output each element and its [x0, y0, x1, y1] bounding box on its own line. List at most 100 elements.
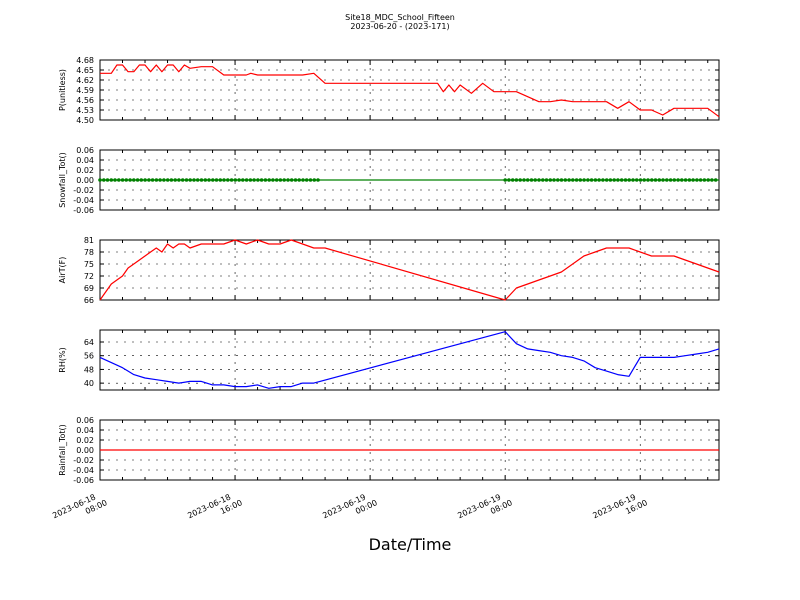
data-point: [173, 178, 177, 182]
data-point: [541, 178, 545, 182]
x-tick-label: 2023-06-1900:00: [321, 489, 378, 529]
data-point: [706, 178, 710, 182]
data-point: [274, 178, 279, 182]
data-point: [619, 178, 624, 182]
data-point: [199, 178, 204, 182]
data-point: [195, 178, 200, 182]
data-point: [713, 178, 718, 182]
data-point: [522, 178, 526, 182]
data-point: [601, 178, 605, 182]
data-point: [582, 178, 586, 182]
data-point: [698, 178, 703, 182]
data-point: [548, 178, 553, 182]
data-point: [604, 178, 609, 182]
panel-5: 0.060.040.020.00-0.02-0.04-0.06 Rainfall_…: [58, 416, 720, 485]
figure-subtitle: 2023-06-20 - (2023-171): [350, 22, 449, 31]
data-point: [312, 178, 317, 182]
panel-1: 4.684.654.624.594.564.534.50 P(unitless): [58, 56, 720, 125]
data-point: [589, 178, 594, 182]
data-point: [559, 178, 564, 182]
data-point: [154, 178, 159, 182]
data-point: [593, 178, 598, 182]
data-point: [672, 178, 677, 182]
data-point: [203, 178, 208, 182]
data-point: [518, 178, 522, 182]
y-tick-label: -0.06: [73, 476, 94, 485]
y-tick-label: 4.53: [76, 106, 94, 115]
data-point: [218, 178, 223, 182]
data-point: [552, 178, 556, 182]
data-point: [150, 178, 155, 182]
data-point: [211, 178, 215, 182]
y-tick-label: -0.04: [73, 196, 94, 205]
y-tick-label: 4.50: [76, 116, 94, 125]
y-tick-label: 81: [84, 236, 94, 245]
data-point: [184, 178, 189, 182]
y-axis-label: Snowfall_Tot(): [58, 152, 67, 208]
y-tick-label: 0.06: [76, 416, 94, 425]
data-point: [180, 178, 185, 182]
data-point: [252, 178, 256, 182]
data-point: [241, 178, 245, 182]
data-point: [631, 178, 635, 182]
y-tick-label: -0.06: [73, 206, 94, 215]
data-point: [188, 178, 192, 182]
data-point: [529, 178, 534, 182]
data-point: [510, 178, 515, 182]
data-point: [147, 178, 151, 182]
data-point: [653, 178, 658, 182]
y-tick-label: 75: [84, 260, 94, 269]
panel-3: 81 78 75 72 69 66 AirT(F): [58, 236, 720, 305]
data-point: [222, 178, 226, 182]
data-point: [135, 178, 140, 182]
x-tick-label: 2023-06-1816:00: [186, 489, 243, 529]
data-point: [578, 178, 583, 182]
series-line-1-1: [100, 64, 720, 118]
y-tick-label: 0.02: [76, 166, 94, 175]
data-point: [563, 178, 568, 182]
plot-frame: [99, 239, 720, 301]
data-point: [316, 178, 320, 182]
data-point: [695, 178, 699, 182]
data-point: [113, 178, 117, 182]
data-point: [259, 178, 264, 182]
data-point: [289, 178, 294, 182]
panels: 4.684.654.624.594.564.534.50 P(unitless) 0…: [58, 56, 720, 485]
data-point: [282, 178, 287, 182]
panel-4: 64 56 48 40 RH(%): [58, 329, 720, 391]
data-point: [214, 178, 219, 182]
x-tick-label: 2023-06-1908:00: [456, 489, 513, 529]
y-tick-label: 4.65: [76, 66, 94, 75]
data-point: [507, 178, 511, 182]
data-point: [244, 178, 249, 182]
data-point: [657, 178, 662, 182]
data-point: [162, 178, 166, 182]
data-point: [683, 178, 688, 182]
y-tick-label: -0.04: [73, 466, 94, 475]
y-axis-label: AirT(F): [58, 257, 67, 284]
data-point: [702, 178, 707, 182]
data-point: [248, 178, 253, 182]
data-point: [233, 178, 238, 182]
x-axis-label: Date/Time: [369, 535, 452, 554]
series-line-3-1: [99, 239, 720, 301]
data-point: [571, 178, 575, 182]
y-tick-label: 4.68: [76, 56, 94, 65]
data-point: [642, 178, 646, 182]
data-point: [192, 178, 196, 182]
data-point: [98, 178, 102, 182]
y-tick-label: 0.04: [76, 426, 94, 435]
data-point: [665, 178, 669, 182]
y-tick-label: 64: [84, 338, 94, 347]
y-tick-label: 4.56: [76, 96, 94, 105]
data-point: [687, 178, 692, 182]
data-point: [297, 178, 302, 182]
series-line-4-1: [99, 331, 720, 389]
data-point: [608, 178, 613, 182]
data-point: [237, 178, 241, 182]
y-tick-label: 4.59: [76, 86, 94, 95]
y-axis-label: Rainfall_Tot(): [58, 424, 67, 476]
data-point: [544, 178, 549, 182]
data-point: [271, 178, 275, 182]
